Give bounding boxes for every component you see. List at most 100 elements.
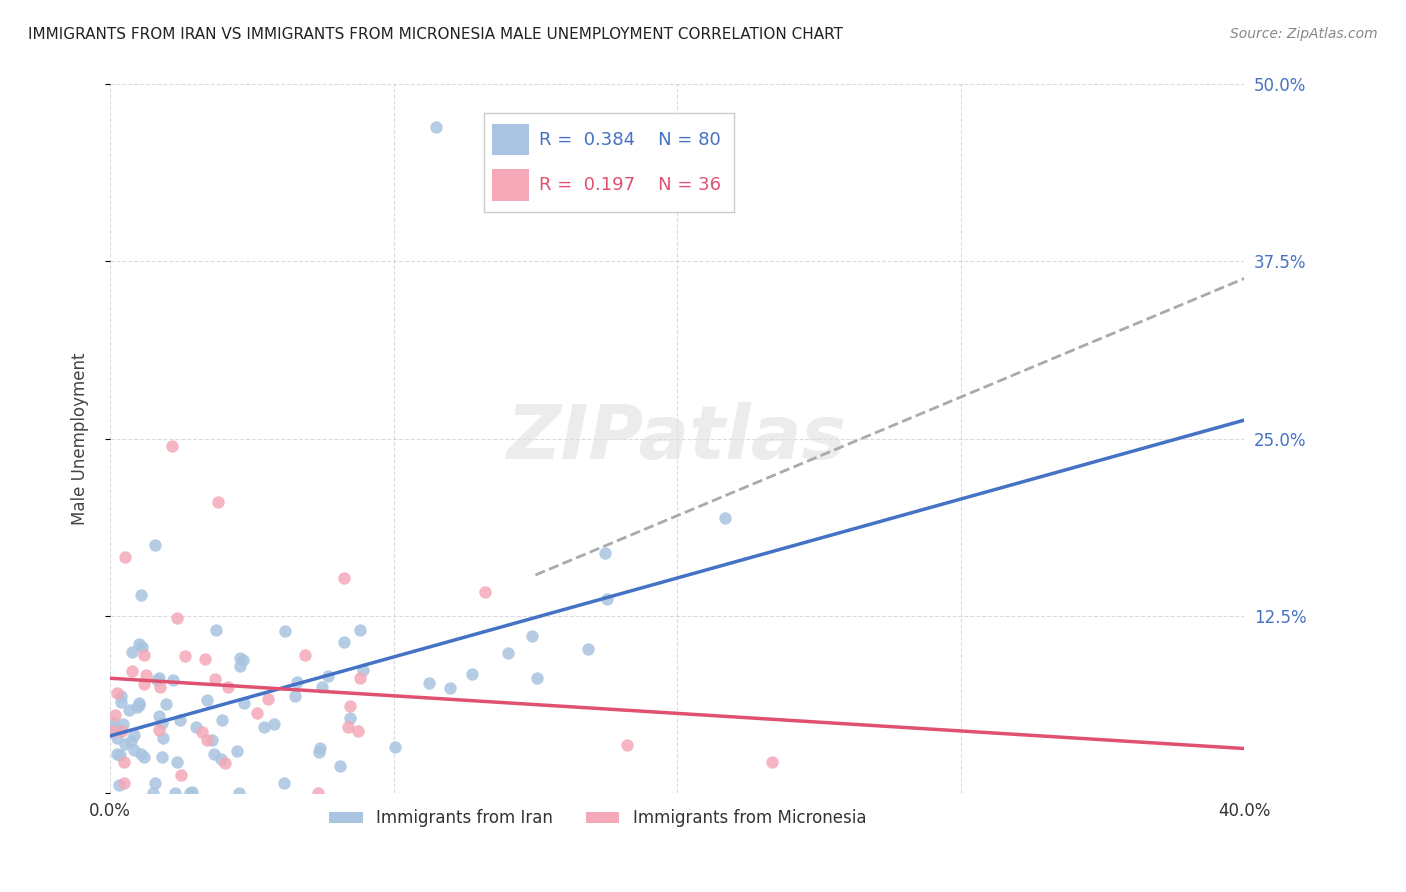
Point [214, 756, 236, 771]
Point [132, 648, 155, 662]
Point [148, 723, 170, 737]
Point [131, 747, 153, 761]
Point [460, 666, 482, 681]
Point [520, 629, 543, 643]
Point [108, 747, 131, 762]
Point [349, 623, 371, 637]
Point [112, 755, 135, 769]
Point [125, 700, 148, 714]
Point [128, 696, 150, 710]
Point [207, 495, 229, 509]
Point [195, 693, 218, 707]
Point [232, 653, 254, 667]
Point [616, 738, 638, 752]
Point [166, 756, 188, 770]
Point [132, 677, 155, 691]
Point [149, 681, 172, 695]
Point [186, 720, 208, 734]
Text: IMMIGRANTS FROM IRAN VS IMMIGRANTS FROM MICRONESIA MALE UNEMPLOYMENT CORRELATION: IMMIGRANTS FROM IRAN VS IMMIGRANTS FROM … [28, 27, 844, 42]
Point [339, 711, 361, 725]
Point [179, 786, 201, 800]
Point [114, 550, 136, 565]
Point [311, 680, 333, 694]
Point [496, 646, 519, 660]
Point [181, 785, 204, 799]
Point [174, 649, 197, 664]
Point [346, 724, 368, 739]
Y-axis label: Male Unemployment: Male Unemployment [72, 352, 89, 524]
Point [143, 776, 166, 790]
Point [593, 546, 616, 560]
Point [110, 695, 132, 709]
Point [107, 778, 129, 792]
Point [121, 645, 143, 659]
Point [166, 611, 188, 625]
Point [713, 511, 735, 525]
Point [135, 667, 157, 681]
Point [150, 750, 173, 764]
Point [148, 671, 170, 685]
Point [121, 664, 143, 678]
Point [155, 698, 177, 712]
Point [122, 728, 145, 742]
Point [253, 720, 276, 734]
Point [145, 538, 167, 552]
Point [194, 652, 217, 666]
Point [233, 696, 256, 710]
Point [129, 588, 152, 602]
Point [418, 675, 440, 690]
Point [148, 709, 170, 723]
Point [128, 698, 150, 713]
Point [132, 750, 155, 764]
Point [576, 642, 599, 657]
Point [316, 669, 339, 683]
Point [246, 706, 269, 720]
Point [333, 634, 356, 648]
Point [425, 120, 447, 134]
Point [211, 713, 233, 727]
Point [273, 775, 295, 789]
Point [257, 692, 280, 706]
Point [308, 740, 330, 755]
Point [101, 724, 124, 739]
Point [228, 650, 250, 665]
Point [229, 659, 252, 673]
Point [105, 747, 128, 761]
Point [170, 768, 193, 782]
Point [163, 786, 186, 800]
Point [217, 680, 239, 694]
Point [337, 721, 360, 735]
Point [114, 737, 136, 751]
Point [209, 752, 232, 766]
Point [122, 743, 145, 757]
Point [204, 624, 226, 638]
Point [110, 690, 132, 704]
Point [112, 716, 135, 731]
Point [349, 671, 371, 685]
Point [439, 681, 461, 695]
Point [526, 671, 548, 685]
Point [169, 713, 191, 727]
Point [101, 716, 124, 731]
Point [162, 439, 184, 453]
Point [191, 724, 214, 739]
Point [128, 637, 150, 651]
Point [112, 776, 135, 790]
Point [104, 707, 127, 722]
Point [141, 786, 163, 800]
Point [352, 663, 374, 677]
Point [131, 640, 153, 654]
Point [117, 703, 139, 717]
Text: Source: ZipAtlas.com: Source: ZipAtlas.com [1230, 27, 1378, 41]
Point [294, 648, 316, 663]
Point [120, 734, 142, 748]
Point [146, 673, 169, 687]
Point [195, 733, 218, 747]
Point [104, 721, 127, 735]
Point [761, 756, 783, 770]
Point [285, 675, 308, 690]
Point [105, 731, 128, 745]
Text: ZIPatlas: ZIPatlas [508, 402, 848, 475]
Point [228, 786, 250, 800]
Point [339, 699, 361, 714]
